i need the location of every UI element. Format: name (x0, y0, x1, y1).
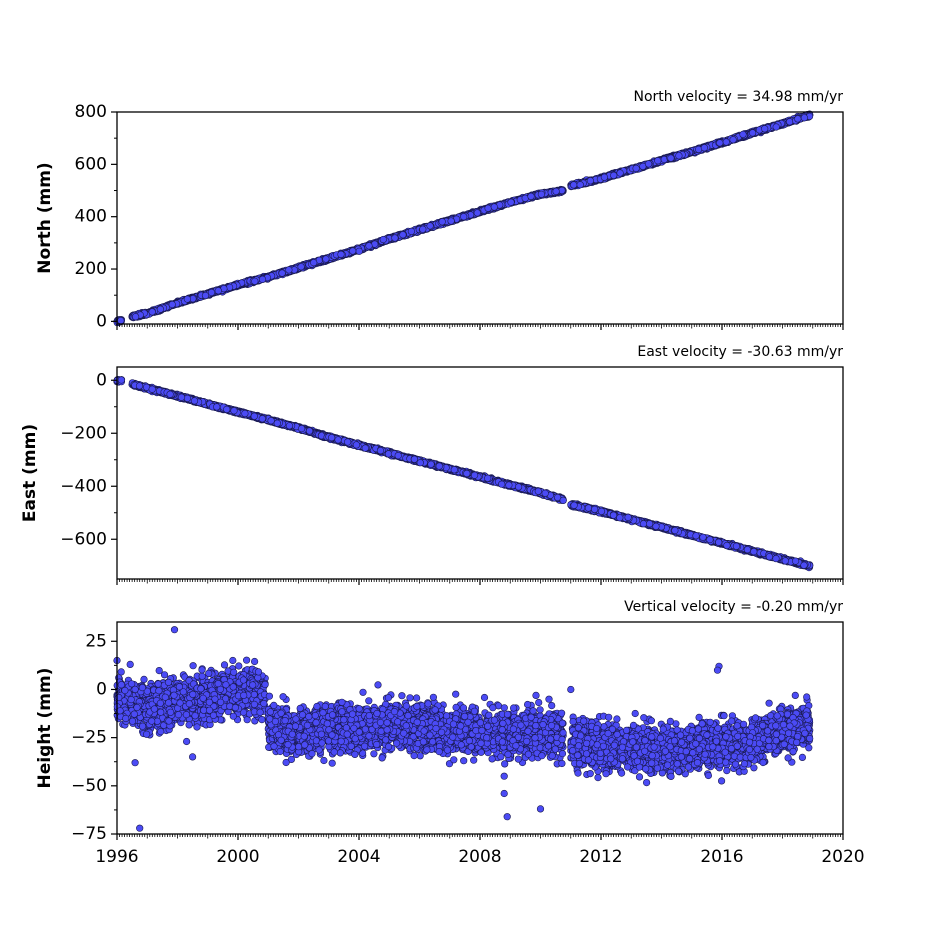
data-point (310, 259, 318, 267)
data-point (156, 305, 164, 313)
data-point (419, 225, 427, 233)
data-point (251, 277, 259, 285)
data-point (201, 291, 210, 300)
data-point (426, 222, 434, 230)
data-point (349, 247, 357, 255)
data-point (365, 242, 373, 250)
data-point (558, 186, 566, 195)
data-point (278, 269, 286, 277)
data-point (183, 295, 191, 303)
data-point (322, 255, 330, 263)
data-point (438, 218, 446, 226)
north-points (113, 110, 814, 327)
data-point (407, 227, 416, 235)
data-point (391, 234, 399, 242)
data-point (297, 263, 305, 271)
data-point (484, 204, 492, 212)
data-point (399, 231, 407, 239)
data-point (168, 300, 176, 309)
data-point (285, 266, 293, 274)
data-point (337, 250, 345, 258)
data-point (460, 213, 468, 221)
data-point (537, 190, 546, 198)
data-point (379, 235, 387, 244)
data-point (117, 317, 125, 325)
data-point (527, 192, 535, 200)
data-point (214, 287, 222, 295)
data-point (473, 209, 481, 217)
data-point (132, 313, 140, 321)
data-point (490, 203, 498, 211)
data-point (552, 187, 560, 195)
data-point (355, 247, 363, 255)
data-point (148, 308, 156, 316)
data-point (258, 275, 267, 284)
data-point (207, 288, 216, 297)
data-point (507, 198, 515, 206)
data-point (447, 217, 455, 225)
